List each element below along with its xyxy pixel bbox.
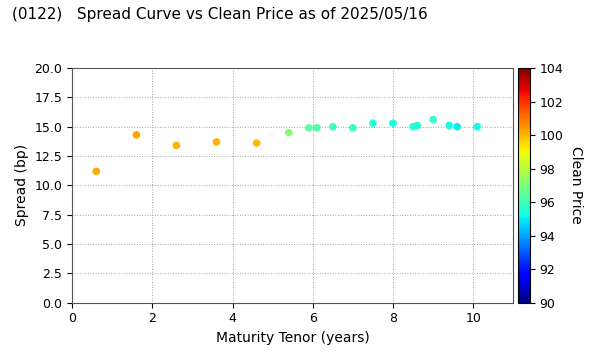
Point xyxy=(348,125,358,131)
Point xyxy=(328,124,338,130)
Point xyxy=(91,168,101,174)
Point xyxy=(304,125,314,131)
X-axis label: Maturity Tenor (years): Maturity Tenor (years) xyxy=(216,331,370,345)
Point xyxy=(452,124,462,130)
Point xyxy=(408,124,418,130)
Point xyxy=(368,120,378,126)
Point xyxy=(284,130,293,135)
Point xyxy=(312,125,322,131)
Point xyxy=(445,123,454,129)
Y-axis label: Spread (bp): Spread (bp) xyxy=(15,144,29,226)
Point xyxy=(172,143,181,148)
Point xyxy=(428,117,438,122)
Point xyxy=(252,140,262,146)
Point xyxy=(472,124,482,130)
Y-axis label: Clean Price: Clean Price xyxy=(569,147,583,224)
Text: (0122)   Spread Curve vs Clean Price as of 2025/05/16: (0122) Spread Curve vs Clean Price as of… xyxy=(12,7,428,22)
Point xyxy=(131,132,141,138)
Point xyxy=(388,120,398,126)
Point xyxy=(412,123,422,129)
Point xyxy=(212,139,221,145)
